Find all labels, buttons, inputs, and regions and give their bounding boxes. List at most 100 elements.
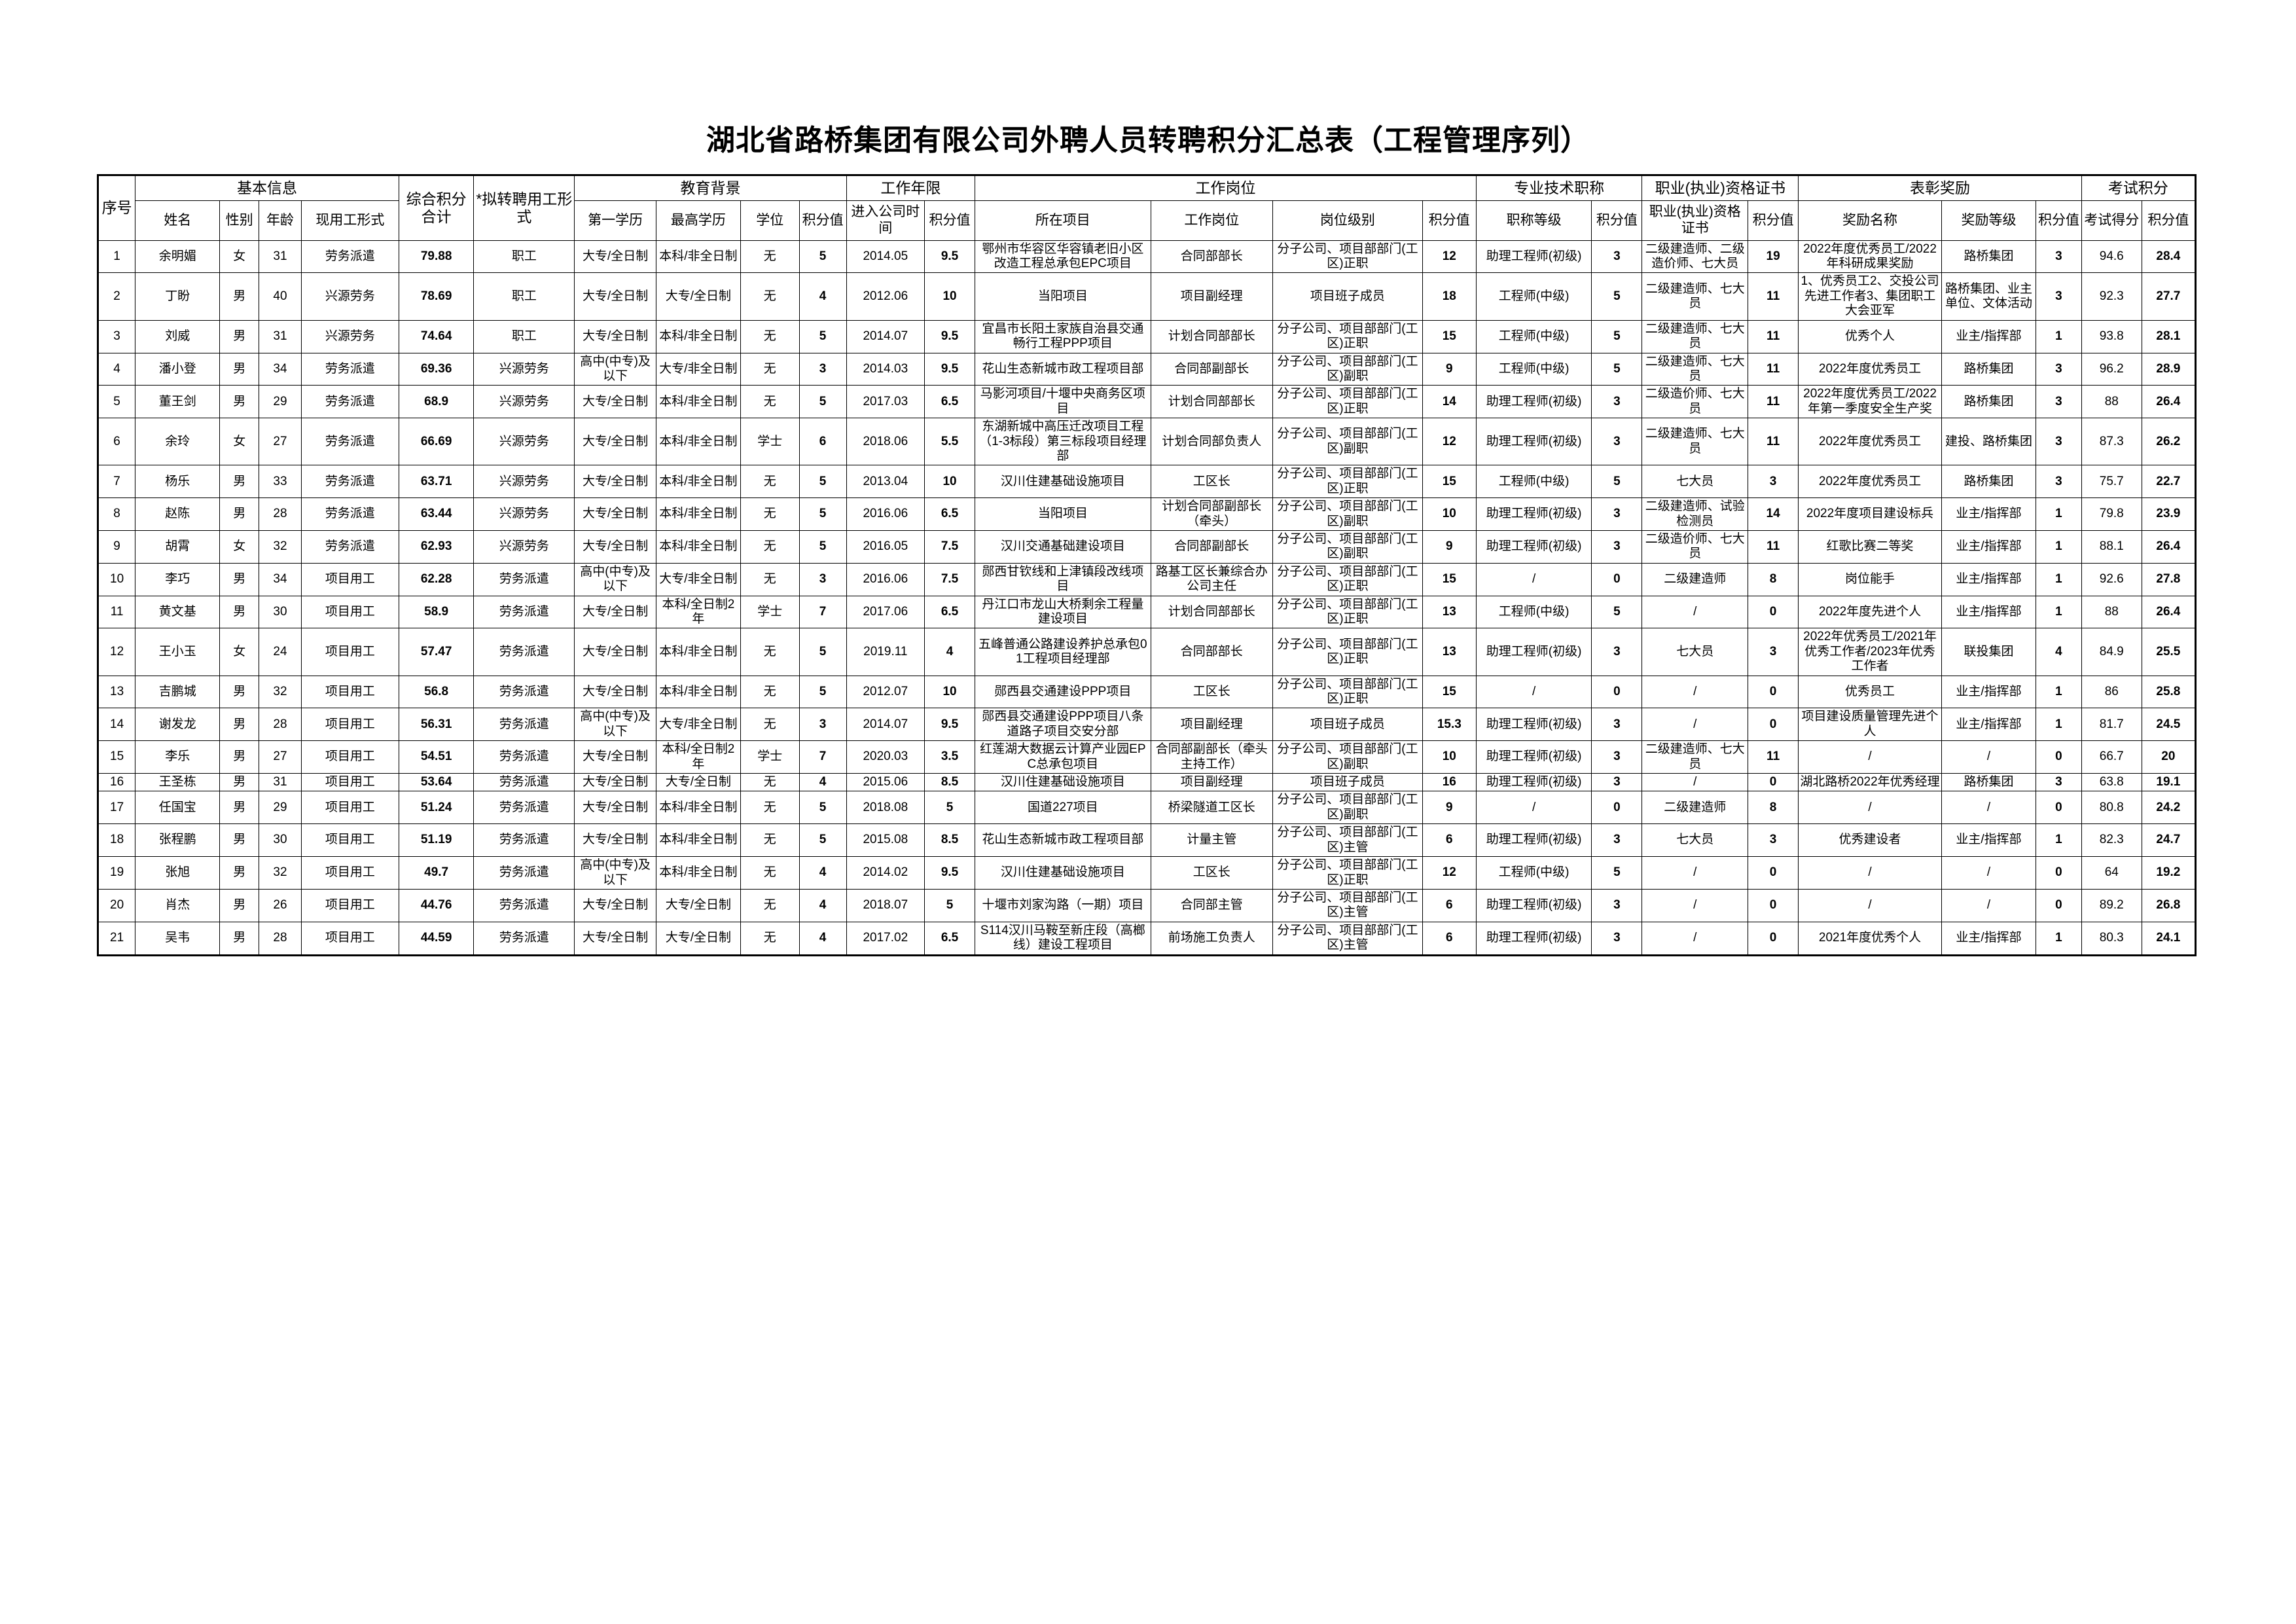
cell-award-points: 0 (2036, 791, 2082, 825)
cell-post-points: 12 (1422, 418, 1477, 466)
cell-join-date: 2018.06 (846, 418, 925, 466)
cell-first-degree: 大专/全日制 (574, 319, 656, 353)
cell-join-date: 2014.03 (846, 352, 925, 386)
cell-highest-degree: 大专/非全日制 (655, 352, 742, 386)
cell-project: 十堰市刘家沟路（一期）项目 (975, 888, 1151, 922)
subheader-work-points: 积分值 (924, 200, 976, 241)
header-intended-form: *拟转聘用工形式 (473, 175, 575, 241)
cell-first-degree: 大专/全日制 (574, 823, 656, 857)
cell-award-name: 湖北路桥2022年优秀经理 (1798, 773, 1942, 792)
cell-title-level: 助理工程师(初级) (1475, 530, 1592, 564)
cell-highest-degree: 本科/非全日制 (655, 675, 742, 709)
cell-edu-points: 5 (798, 628, 847, 676)
cell-highest-degree: 大专/全日制 (655, 888, 742, 922)
cell-seq: 12 (97, 628, 136, 676)
table-row: 9 胡霄女 32 劳务派遣 62.93 兴源劳务 大专/全日制 本科/非全日制无 5 2016.0… (97, 530, 2197, 564)
subheader-current-form: 现用工形式 (300, 200, 399, 241)
cell-title-level: 助理工程师(初级) (1475, 921, 1592, 956)
cell-post-points: 16 (1422, 773, 1477, 792)
cell-cert-points: 11 (1748, 530, 1799, 564)
table-container: 序号 基本信息 综合积分合计 *拟转聘用工形式 教育背景 工作年限 工作岗位 专… (0, 174, 2296, 956)
cell-award-level: 建投、路桥集团 (1941, 418, 2037, 466)
header-education: 教育背景 (574, 174, 847, 202)
cell-post-level: 项目班子成员 (1272, 272, 1423, 321)
cell-award-name: 2022年度优秀员工 (1798, 352, 1942, 386)
cell-first-degree: 高中(中专)及以下 (574, 856, 656, 890)
cell-title-points: 0 (1591, 562, 1643, 596)
cell-cert-points: 14 (1748, 497, 1799, 531)
cell-cert-points: 8 (1748, 562, 1799, 596)
cell-cert: 二级建造师、七大员 (1641, 319, 1749, 353)
cell-seq: 10 (97, 562, 136, 596)
cell-post: 计划合同部副部长（牵头） (1150, 497, 1274, 531)
cell-age: 32 (259, 675, 302, 709)
cell-current-form: 兴源劳务 (300, 319, 399, 353)
cell-award-name: 2022年度优秀员工 (1798, 418, 1942, 466)
cell-name: 潘小登 (135, 352, 221, 386)
cell-edu-points: 7 (798, 595, 847, 629)
cell-exam-result: 64 (2081, 856, 2142, 890)
cell-title-level: 工程师(中级) (1475, 595, 1592, 629)
header-work-years: 工作年限 (846, 174, 976, 202)
cell-cert-points: 0 (1748, 888, 1799, 922)
cell-exam-result: 92.3 (2081, 272, 2142, 321)
cell-sex: 男 (219, 352, 260, 386)
cell-intended-form: 兴源劳务 (473, 465, 575, 499)
cell-intended-form: 兴源劳务 (473, 352, 575, 386)
cell-award-level: 路桥集团 (1941, 352, 2037, 386)
cell-first-degree: 大专/全日制 (574, 791, 656, 825)
cell-exam-result: 92.6 (2081, 562, 2142, 596)
table-row: 18 张程鹏男 30 项目用工 51.19 劳务派遣 大专/全日制 本科/非全日制无 5 2015… (97, 823, 2197, 857)
cell-first-degree: 高中(中专)及以下 (574, 562, 656, 596)
cell-cert: 七大员 (1641, 823, 1749, 857)
cell-current-form: 兴源劳务 (300, 272, 399, 321)
cell-first-degree: 大专/全日制 (574, 272, 656, 321)
cell-title-level: 助理工程师(初级) (1475, 497, 1592, 531)
cell-cert-points: 0 (1748, 675, 1799, 709)
cell-join-date: 2018.08 (846, 791, 925, 825)
cell-degree: 无 (740, 888, 800, 922)
cell-work-points: 6.5 (924, 921, 976, 956)
cell-title-level: 工程师(中级) (1475, 352, 1592, 386)
cell-title-level: 助理工程师(初级) (1475, 385, 1592, 419)
cell-post-level: 分子公司、项目部部门(工区)正职 (1272, 562, 1423, 596)
cell-first-degree: 大专/全日制 (574, 240, 656, 274)
cell-award-name: 1、优秀员工2、交投公司先进工作者3、集团职工大会亚军 (1798, 272, 1942, 321)
cell-seq: 4 (97, 352, 136, 386)
cell-age: 30 (259, 823, 302, 857)
cell-current-form: 项目用工 (300, 888, 399, 922)
cell-work-points: 5 (924, 791, 976, 825)
cell-post-points: 13 (1422, 628, 1477, 676)
cell-work-points: 9.5 (924, 856, 976, 890)
cell-name: 赵陈 (135, 497, 221, 531)
cell-exam-points: 26.4 (2141, 385, 2197, 419)
table-row: 10 李巧男 34 项目用工 62.28 劳务派遣 高中(中专)及以下 大专/非全日制无 3 20… (97, 562, 2197, 596)
cell-intended-form: 劳务派遣 (473, 791, 575, 825)
cell-intended-form: 劳务派遣 (473, 595, 575, 629)
cell-name: 王小玉 (135, 628, 221, 676)
cell-edu-points: 5 (798, 319, 847, 353)
cell-post: 计量主管 (1150, 823, 1274, 857)
cell-total-score: 68.9 (398, 385, 475, 419)
cell-edu-points: 4 (798, 272, 847, 321)
cell-sex: 男 (219, 773, 260, 792)
cell-post-level: 分子公司、项目部部门(工区)副职 (1272, 791, 1423, 825)
cell-highest-degree: 本科/非全日制 (655, 497, 742, 531)
cell-join-date: 2012.07 (846, 675, 925, 709)
cell-cert: 二级建造师、七大员 (1641, 740, 1749, 774)
cell-seq: 18 (97, 823, 136, 857)
cell-work-points: 6.5 (924, 497, 976, 531)
cell-join-date: 2017.03 (846, 385, 925, 419)
cell-highest-degree: 本科/非全日制 (655, 418, 742, 466)
table-row: 5 董王剑男 29 劳务派遣 68.9 兴源劳务 大专/全日制 本科/非全日制无 5 2017.0… (97, 385, 2197, 419)
cell-name: 张旭 (135, 856, 221, 890)
cell-cert-points: 0 (1748, 595, 1799, 629)
cell-project: 当阳项目 (975, 497, 1151, 531)
cell-sex: 女 (219, 418, 260, 466)
table-row: 3 刘威男 31 兴源劳务 74.64 职工 大专/全日制 本科/非全日制无 5 2014.07 9… (97, 319, 2197, 353)
cell-work-points: 6.5 (924, 595, 976, 629)
cell-post-points: 6 (1422, 888, 1477, 922)
cell-award-name: / (1798, 856, 1942, 890)
cell-exam-points: 28.1 (2141, 319, 2197, 353)
subheader-join-date: 进入公司时间 (846, 200, 925, 241)
